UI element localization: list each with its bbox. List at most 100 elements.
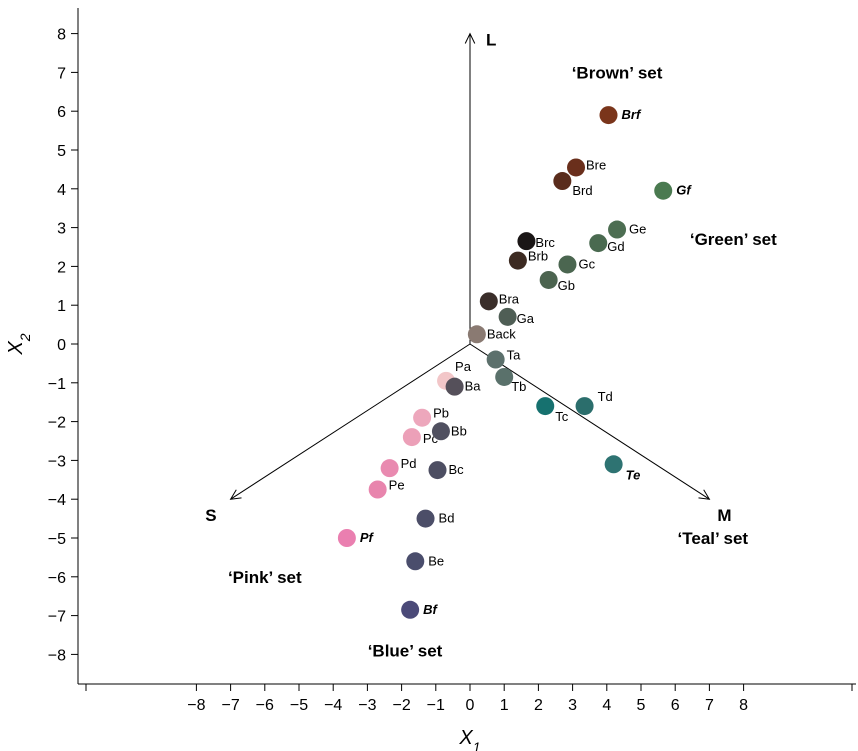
point-label-Pf: Pf [360,530,375,545]
point-Pe [368,480,387,499]
y-tick-label: 5 [57,143,66,160]
x-tick-label: −1 [427,697,445,714]
set-label: ‘Blue’ set [368,642,443,661]
point-label-Brf: Brf [622,107,642,122]
point-label-Pa: Pa [455,359,472,374]
point-Back [467,325,486,344]
x-tick-label: 7 [705,697,714,714]
point-label-Brd: Brd [572,183,592,198]
point-Bc [428,461,447,480]
x-tick-label: 3 [568,697,577,714]
x-tick-label: −2 [392,697,410,714]
axes: −8 −7 −6 −5 −4 −3 −2 −1 0 1 2 3 4 5 6 7 8 8 7 6 5 4 3 2 1 0 −1 −2 −3… [48,27,853,714]
point-Ta [486,350,505,369]
x-axis-title-sub: 1 [473,739,481,751]
y-tick-label: 2 [57,259,66,276]
point-label-Pd: Pd [401,456,417,471]
point-label-Gc: Gc [578,256,595,271]
set-label: ‘Pink’ set [228,568,302,587]
point-Bra [479,292,498,311]
point-label-Back: Back [487,326,516,341]
point-Bre [567,158,586,177]
point-Pc [402,428,421,447]
y-tick-label: −6 [48,570,66,587]
point-Brd [553,172,572,191]
direction-label-M: M [717,506,731,525]
point-label-Be: Be [428,553,444,568]
y-tick-label: 6 [57,104,66,121]
x-tick-label: 5 [637,697,646,714]
direction-arrowhead [229,489,242,500]
y-tick-label: −7 [48,609,66,626]
x-tick-label: −5 [290,697,308,714]
point-label-Gb: Gb [558,278,575,293]
x-tick-label: 6 [671,697,680,714]
point-label-Pe: Pe [389,478,405,493]
set-label: ‘Green’ set [690,230,777,249]
y-tick-label: −8 [48,647,66,664]
point-label-Bb: Bb [451,423,467,438]
x-tick-label: −8 [187,697,205,714]
direction-line [230,343,471,500]
point-Pd [380,459,399,478]
direction-arrowhead [698,489,711,500]
point-Tb [495,367,514,386]
point-Pf [337,529,356,547]
point-label-Ga: Ga [517,311,535,326]
point-label-Bf: Bf [423,602,438,617]
point-Bb [431,422,450,441]
y-tick-label: −3 [48,453,66,470]
point-Te [604,455,623,474]
point-label-Brc: Brc [535,235,555,250]
y-tick-label: −1 [48,376,66,393]
point-label-Te: Te [626,467,641,482]
point-label-Tb: Tb [511,379,526,394]
point-label-Tc: Tc [555,409,569,424]
point-Be [406,552,425,571]
plot-frame [77,8,856,685]
point-label-Brb: Brb [528,249,548,264]
point-Brc [517,232,536,251]
y-tick-label: 4 [57,182,66,199]
y-tick-label: −2 [48,415,66,432]
x-tick-label: 2 [534,697,543,714]
point-label-Bd: Bd [439,511,455,526]
x-tick-label: 8 [739,697,748,714]
point-Gf [654,181,673,200]
point-Gd [589,234,608,253]
y-axis-title-main: X [5,341,27,356]
point-label-Bc: Bc [449,462,465,477]
x-tick-label: −7 [221,697,239,714]
y-tick-label: 0 [57,337,66,354]
point-Pb [413,408,432,427]
point-Td [575,397,594,416]
point-label-Pb: Pb [433,406,449,421]
x-tick-label: −6 [256,697,274,714]
point-Gc [558,255,577,274]
x-axis-title: X1 [458,727,480,751]
point-Ba [445,377,464,396]
point-Bd [416,509,435,528]
point-label-Ge: Ge [629,222,646,237]
y-axis-title: X2 [5,333,33,355]
point-Ga [498,307,517,326]
y-tick-label: 3 [57,221,66,238]
y-tick-label: 1 [57,298,66,315]
point-label-Bra: Bra [499,291,520,306]
point-label-Gd: Gd [607,239,624,254]
x-tick-label: −4 [324,697,342,714]
direction-label-L: L [486,31,496,50]
set-labels: ‘Brown’ set ‘Green’ set ‘Teal’ set ‘Pink’ s… [228,63,777,660]
point-Tc [536,397,555,416]
point-label-Td: Td [598,389,613,404]
x-tick-label: 0 [466,697,475,714]
y-tick-label: 7 [57,65,66,82]
y-tick-label: −4 [48,492,66,509]
y-axis-title-sub: 2 [17,333,33,342]
point-Brb [508,251,527,270]
point-label-Gf: Gf [676,183,692,198]
point-label-Ta: Ta [507,348,522,363]
set-label: ‘Teal’ set [678,529,749,548]
y-tick-label: 8 [57,27,66,44]
